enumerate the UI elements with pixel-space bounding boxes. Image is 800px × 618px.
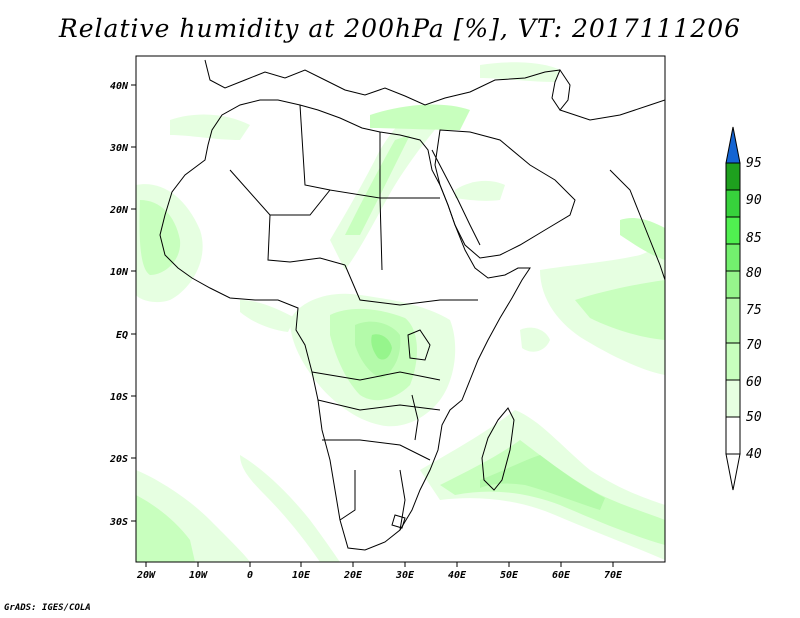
- map-frame: [135, 55, 666, 563]
- lat-label: 10S: [110, 392, 128, 403]
- lat-label: EQ: [116, 330, 128, 341]
- lon-label: 30E: [395, 570, 415, 581]
- lat-labels: 40N 30N 20N 10N EQ 10S 20S 30S: [109, 81, 129, 528]
- colorbar-segment: [725, 416, 741, 455]
- colorbar-label: 90: [746, 193, 762, 208]
- colorbar-segment: [725, 162, 741, 191]
- colorbar-label: 85: [746, 231, 762, 246]
- map-title: Relative humidity at 200hPa [%], VT: 201…: [58, 14, 742, 43]
- europe-coast: [204, 59, 561, 106]
- colorbar-label: 40: [746, 447, 762, 462]
- colorbar-segment: [725, 189, 741, 218]
- lon-labels: 20W 10W 0 10E 20E 30E 40E 50E 60E 70E: [136, 570, 623, 581]
- lon-label: 70E: [604, 570, 623, 581]
- madagascar-outline: [481, 407, 515, 491]
- arabia-outline: [434, 129, 576, 259]
- lat-label: 30N: [109, 143, 129, 154]
- colorbar-label: 70: [746, 338, 762, 353]
- lon-label: 0: [247, 570, 253, 581]
- colorbar-top-arrow: [725, 126, 741, 164]
- lon-label: 10W: [189, 570, 208, 581]
- lat-label: 40N: [110, 81, 129, 92]
- colorbar-labels: 95 90 85 80 75 70 60 50 40: [746, 156, 762, 462]
- lon-label: 40E: [448, 570, 467, 581]
- colorbar-segment: [725, 243, 741, 272]
- lat-label: 10N: [110, 267, 129, 278]
- tick-marks: [131, 84, 614, 567]
- lat-label: 20S: [109, 454, 128, 465]
- colorbar-segment: [725, 379, 741, 418]
- colorbar: [725, 126, 741, 491]
- shade-sahara-band: [330, 108, 445, 270]
- colorbar-label: 60: [746, 375, 762, 390]
- lon-label: 20W: [136, 570, 156, 581]
- lon-label: 50E: [500, 570, 519, 581]
- india-outline: [609, 169, 665, 281]
- lon-label: 60E: [552, 570, 571, 581]
- colorbar-segment: [725, 270, 741, 299]
- lat-label: 20N: [109, 205, 129, 216]
- colorbar-segment: [725, 297, 741, 344]
- colorbar-label: 50: [746, 410, 762, 425]
- colorbar-bottom-arrow: [725, 453, 741, 491]
- colorbar-label: 95: [746, 156, 762, 171]
- colorbar-segment: [725, 216, 741, 245]
- coastlines: [159, 59, 665, 551]
- credit-label: GrADS: IGES/COLA: [4, 603, 91, 613]
- africa-outline: [159, 99, 531, 551]
- colorbar-segment: [725, 342, 741, 381]
- humidity-shading: [136, 62, 665, 562]
- lon-label: 10E: [292, 570, 311, 581]
- lat-label: 30S: [109, 517, 128, 528]
- lon-label: 20E: [343, 570, 363, 581]
- colorbar-label: 80: [746, 266, 762, 281]
- colorbar-label: 75: [746, 303, 762, 318]
